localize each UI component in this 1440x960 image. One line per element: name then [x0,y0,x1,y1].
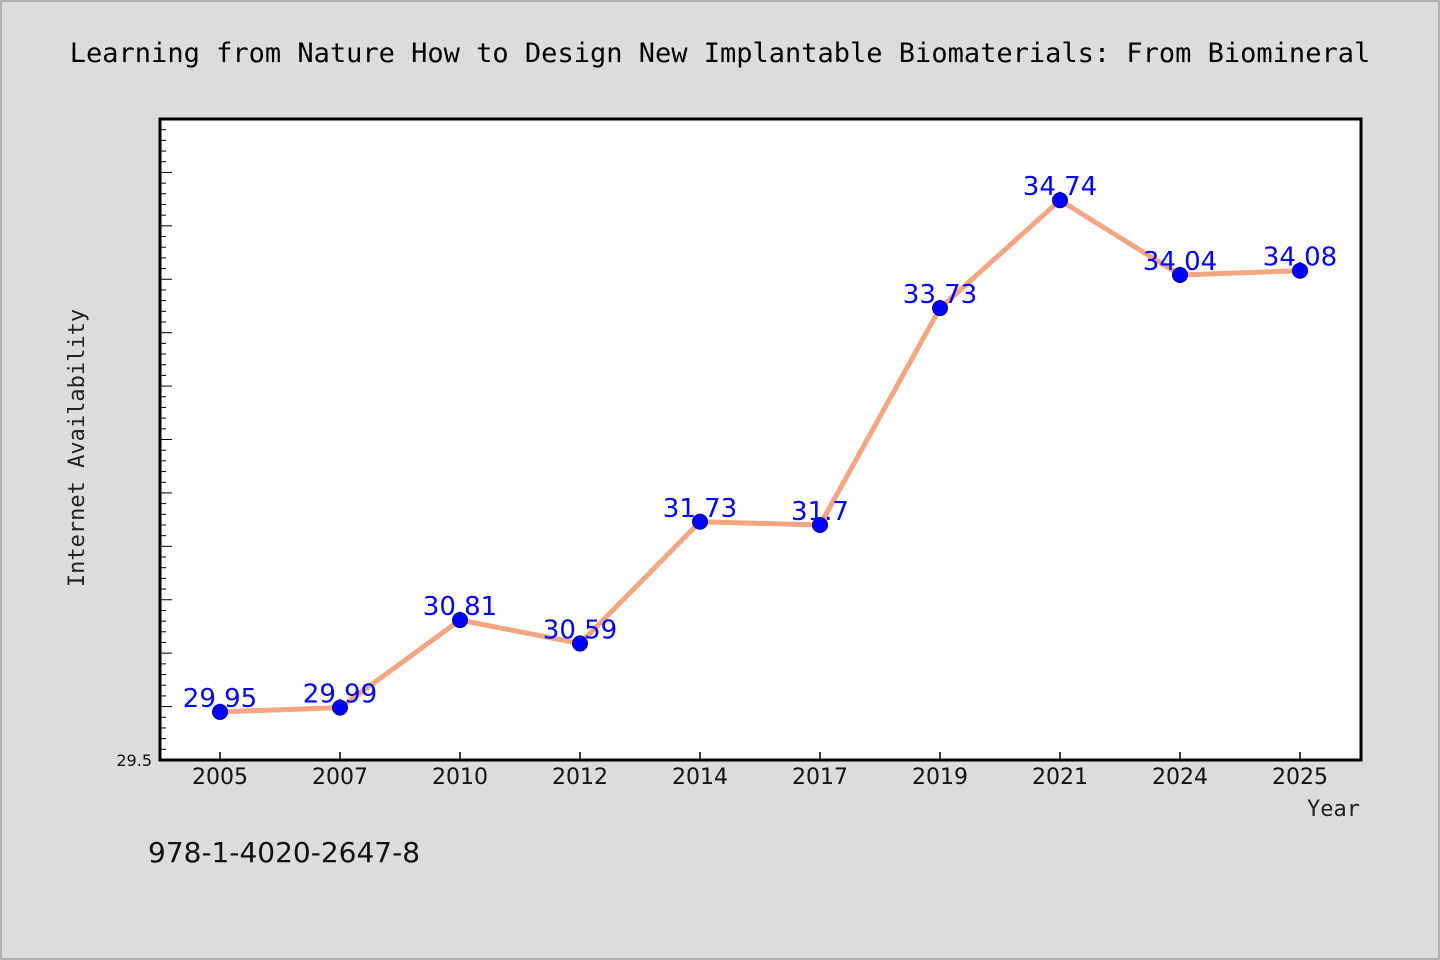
x-axis-tick-labels: 2005 2007 2010 2012 2014 2017 2019 2021 2024 2025 [192,765,1328,790]
data-label: 30.81 [423,592,497,622]
data-point [932,300,948,317]
series-line [217,197,1303,715]
data-label: 33.73 [903,280,977,310]
x-tick-label: 2017 [792,765,848,790]
x-tick-label: 2005 [192,765,248,790]
data-point [572,635,588,652]
data-point [1052,192,1068,209]
data-point [452,612,468,629]
x-axis-ticks [219,752,1301,760]
data-point [332,699,348,716]
series-line-group [217,197,1303,715]
x-axis-label: Year [1307,797,1360,822]
x-tick-label: 2025 [1272,765,1328,790]
data-label: 31.7 [791,497,849,527]
data-point [1292,262,1308,279]
y-tick-label-min: 29.5 [116,751,152,770]
x-tick-label: 2007 [312,765,368,790]
x-tick-label: 2012 [552,765,608,790]
chart-title: Learning from Nature How to Design New I… [70,38,1370,69]
x-tick-label: 2010 [432,765,488,790]
data-point [812,516,828,533]
data-point [692,513,708,530]
series-markers [212,192,1308,720]
isbn-footer: 978-1-4020-2647-8 [148,836,420,869]
data-point [1172,266,1188,283]
data-point [212,703,228,720]
data-label: 34.74 [1023,172,1097,202]
x-tick-label: 2014 [672,765,728,790]
data-label: 29.95 [183,684,257,714]
data-labels: 29.95 29.99 30.81 30.59 31.73 31.7 33.73 34.74 3… [183,172,1337,714]
y-axis-label: Internet Availability [65,309,90,587]
data-label: 34.04 [1143,247,1217,277]
plot-area [158,117,1363,762]
data-label: 29.99 [303,680,377,710]
data-label: 30.59 [543,616,617,646]
x-tick-label: 2021 [1032,765,1088,790]
y-axis-ticks [160,118,172,761]
data-label: 34.08 [1263,243,1337,273]
data-label: 31.73 [663,494,737,524]
x-tick-label: 2024 [1152,765,1208,790]
x-tick-label: 2019 [912,765,968,790]
